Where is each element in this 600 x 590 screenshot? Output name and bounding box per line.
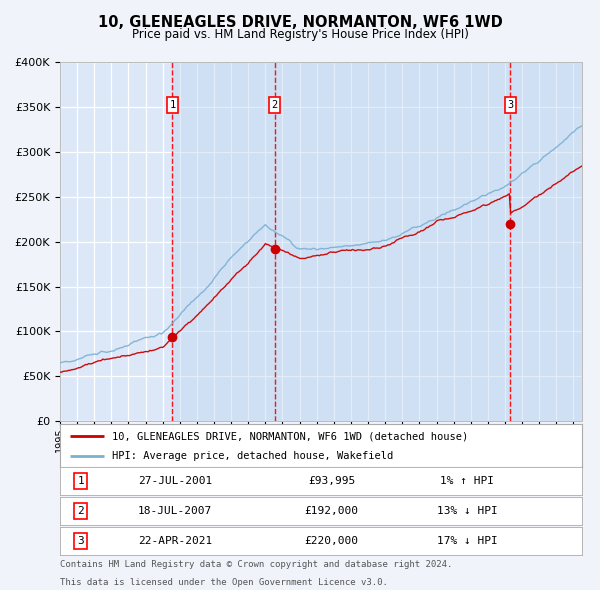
Text: Contains HM Land Registry data © Crown copyright and database right 2024.: Contains HM Land Registry data © Crown c…: [60, 560, 452, 569]
Text: 22-APR-2021: 22-APR-2021: [138, 536, 212, 546]
Text: This data is licensed under the Open Government Licence v3.0.: This data is licensed under the Open Gov…: [60, 578, 388, 586]
Text: 27-JUL-2001: 27-JUL-2001: [138, 476, 212, 486]
Text: 18-JUL-2007: 18-JUL-2007: [138, 506, 212, 516]
Text: 1% ↑ HPI: 1% ↑ HPI: [440, 476, 494, 486]
Text: 1: 1: [169, 100, 176, 110]
Text: 2: 2: [77, 506, 84, 516]
Text: 2: 2: [271, 100, 278, 110]
Text: 13% ↓ HPI: 13% ↓ HPI: [437, 506, 497, 516]
Text: 3: 3: [507, 100, 514, 110]
Text: HPI: Average price, detached house, Wakefield: HPI: Average price, detached house, Wake…: [112, 451, 394, 461]
Bar: [510, 62, 582, 421]
Text: 10, GLENEAGLES DRIVE, NORMANTON, WF6 1WD (detached house): 10, GLENEAGLES DRIVE, NORMANTON, WF6 1WD…: [112, 431, 469, 441]
Text: 10, GLENEAGLES DRIVE, NORMANTON, WF6 1WD: 10, GLENEAGLES DRIVE, NORMANTON, WF6 1WD: [98, 15, 502, 30]
Text: 1: 1: [77, 476, 84, 486]
Text: £93,995: £93,995: [308, 476, 355, 486]
Text: £220,000: £220,000: [304, 536, 358, 546]
Text: 3: 3: [77, 536, 84, 546]
Text: £192,000: £192,000: [304, 506, 358, 516]
Text: 17% ↓ HPI: 17% ↓ HPI: [437, 536, 497, 546]
Text: Price paid vs. HM Land Registry's House Price Index (HPI): Price paid vs. HM Land Registry's House …: [131, 28, 469, 41]
Bar: [275, 62, 510, 421]
Bar: [172, 62, 275, 421]
